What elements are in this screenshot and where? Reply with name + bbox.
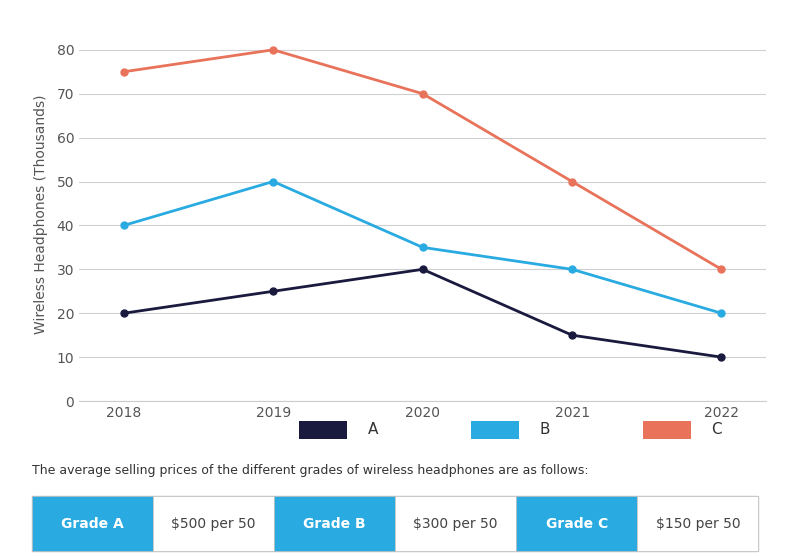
Bar [395,496,516,551]
Bar [471,421,519,439]
Text: Grade B: Grade B [303,516,366,531]
Text: Grade A: Grade A [61,516,123,531]
Bar [152,496,274,551]
Bar [642,421,690,439]
Bar [638,496,758,551]
Bar [516,496,638,551]
Text: A: A [367,422,378,437]
Text: Grade C: Grade C [546,516,608,531]
Bar [274,496,395,551]
Text: The average selling prices of the different grades of wireless headphones are as: The average selling prices of the differ… [32,464,589,477]
Text: B: B [540,422,550,437]
Y-axis label: Wireless Headphones (Thousands): Wireless Headphones (Thousands) [34,95,48,334]
Text: $150 per 50: $150 per 50 [656,516,740,531]
Text: $500 per 50: $500 per 50 [171,516,255,531]
Bar [32,496,152,551]
Text: C: C [711,422,722,437]
Text: $300 per 50: $300 per 50 [413,516,498,531]
Bar [299,421,347,439]
